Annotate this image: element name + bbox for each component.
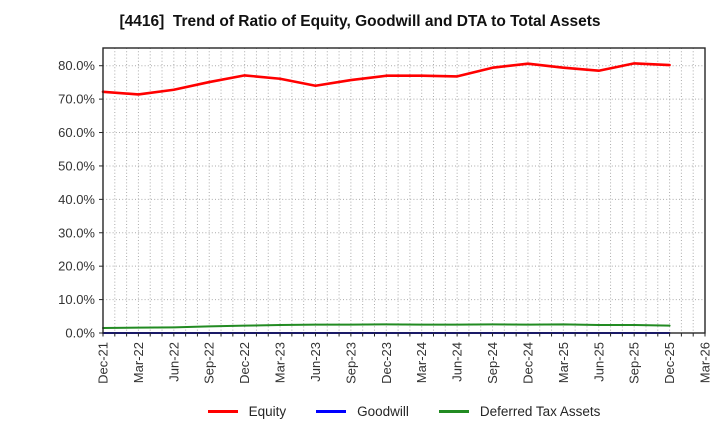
- legend-label-dta: Deferred Tax Assets: [479, 404, 601, 419]
- legend-label-equity: Equity: [248, 404, 287, 419]
- goodwill-line-swatch: [316, 410, 347, 413]
- x-tick-label: Sep-23: [343, 342, 358, 384]
- legend-label-goodwill: Goodwill: [357, 404, 409, 419]
- x-tick-label: Mar-25: [556, 342, 571, 383]
- legend-item-dta: Deferred Tax Assets: [438, 404, 601, 419]
- deferred-tax-assets-line-swatch: [438, 410, 469, 413]
- y-tick-label: 0.0%: [65, 326, 95, 341]
- x-tick-label: Dec-25: [662, 342, 677, 384]
- x-tick-label: Jun-23: [308, 342, 323, 382]
- x-tick-label: Mar-24: [414, 342, 429, 383]
- y-axis-labels: 0.0% 10.0% 20.0% 30.0% 40.0% 50.0% 60.0% 70.0% 8…: [58, 58, 95, 340]
- x-tick-label: Dec-23: [379, 342, 394, 384]
- axis-ticks: [99, 65, 706, 337]
- x-tick-label: Mar-22: [131, 342, 146, 383]
- y-tick-label: 20.0%: [58, 259, 95, 274]
- y-tick-label: 70.0%: [58, 92, 95, 107]
- x-tick-label: Sep-25: [627, 342, 642, 384]
- x-tick-label: Dec-22: [237, 342, 252, 384]
- y-tick-label: 50.0%: [58, 158, 95, 173]
- equity-line-swatch: [207, 410, 238, 413]
- x-tick-label: Dec-21: [96, 342, 111, 384]
- x-tick-label: Mar-26: [698, 342, 713, 383]
- x-tick-label: Sep-24: [485, 342, 500, 384]
- x-tick-label: Mar-23: [273, 342, 288, 383]
- y-tick-label: 30.0%: [58, 225, 95, 240]
- chart-title: [4416] Trend of Ratio of Equity, Goodwil…: [119, 13, 601, 30]
- y-tick-label: 80.0%: [58, 58, 95, 73]
- y-tick-label: 60.0%: [58, 125, 95, 140]
- x-tick-label: Jun-24: [450, 342, 465, 382]
- grid: [103, 48, 705, 333]
- legend-item-goodwill: Goodwill: [316, 404, 409, 419]
- deferred-tax-assets-line: [102, 323, 671, 329]
- x-tick-label: Dec-24: [520, 342, 535, 384]
- plot-border: [102, 47, 706, 334]
- x-axis-labels: Dec-21 Mar-22 Jun-22 Sep-22 Dec-22 Mar-23 Jun-…: [96, 342, 713, 384]
- y-tick-label: 10.0%: [58, 292, 95, 307]
- x-tick-label: Jun-25: [591, 342, 606, 382]
- equity-line: [101, 62, 671, 96]
- x-tick-label: Sep-22: [202, 342, 217, 384]
- legend: Equity Goodwill Deferred Tax Assets: [103, 404, 705, 419]
- legend-item-equity: Equity: [207, 404, 287, 419]
- y-tick-label: 40.0%: [58, 192, 95, 207]
- x-tick-label: Jun-22: [166, 342, 181, 382]
